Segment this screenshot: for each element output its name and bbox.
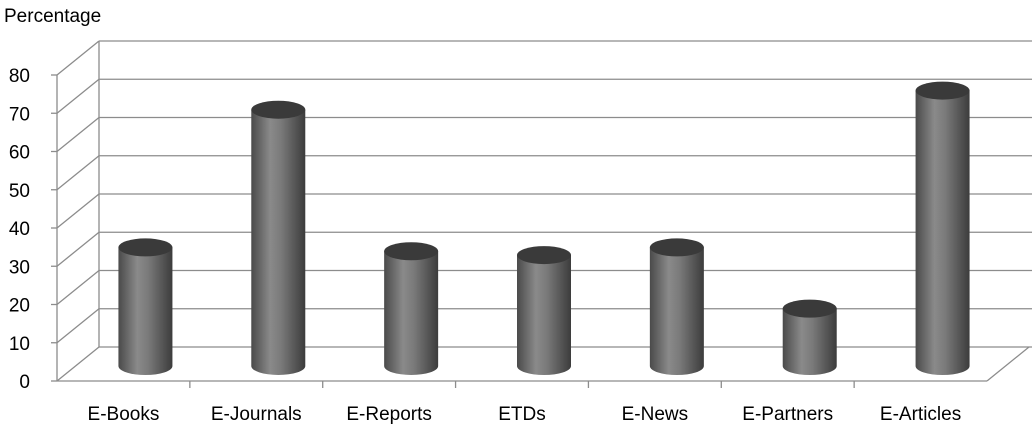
y-tick-label-10: 10 [9,334,30,355]
label-layer: 0 10 20 30 40 50 60 70 80 E-Books E-Journals E-Repo… [9,66,961,425]
x-tick-label-e-books: E-Books [88,404,160,425]
gridline-side-20 [56,269,100,306]
y-tick-label-40: 40 [9,219,30,240]
gridline-side-80 [56,40,100,76]
gridline-side-30 [56,231,100,267]
y-tick-label-50: 50 [9,181,30,202]
bar-body-e-partners [782,308,837,375]
x-tick-label-e-journals: E-Journals [211,404,302,425]
floor-right-edge [986,346,1030,382]
bar-body-e-books [118,247,173,375]
y-tick-label-80: 80 [9,66,30,87]
bar-e-partners [782,299,837,375]
bar-top-e-reports [384,242,439,261]
bar-top-e-partners [782,299,837,318]
bar-top-e-news [649,238,704,257]
bar-e-journals [251,100,306,375]
y-tick-label-30: 30 [9,257,30,278]
bar-body-e-journals [251,109,306,375]
gridline-side-60 [56,116,100,153]
x-tick-label-e-articles: E-Articles [880,404,961,425]
bar-e-reports [384,242,439,375]
bar-body-e-reports [384,251,439,375]
y-tick-label-20: 20 [9,296,30,317]
bar-e-news [649,238,704,375]
bar-e-books [118,238,173,375]
bar-body-etds [517,255,571,375]
bar-top-e-books [118,238,173,257]
bar-e-articles [915,81,970,375]
gridline-side-70 [56,78,100,114]
y-axis-label: Percentage [4,6,102,27]
bar-etds [517,246,571,375]
gridline-side-40 [56,193,100,229]
bar-body-e-news [649,247,704,375]
bar-body-e-articles [915,90,970,375]
gridline-side-50 [56,155,100,191]
bar-layer [118,81,970,375]
y-tick-label-0: 0 [19,372,30,393]
x-tick-label-e-partners: E-Partners [742,404,833,425]
bar-top-etds [517,246,571,265]
gridline-side-10 [56,308,100,344]
bar-top-e-articles [915,81,970,100]
bar-top-e-journals [251,100,306,119]
x-tick-label-e-reports: E-Reports [346,404,432,425]
gridline-side-0 [56,346,100,382]
y-tick-label-70: 70 [9,104,30,125]
y-tick-label-60: 60 [9,143,30,164]
x-tick-label-etds: ETDs [498,404,546,425]
x-tick-label-e-news: E-News [622,404,689,425]
